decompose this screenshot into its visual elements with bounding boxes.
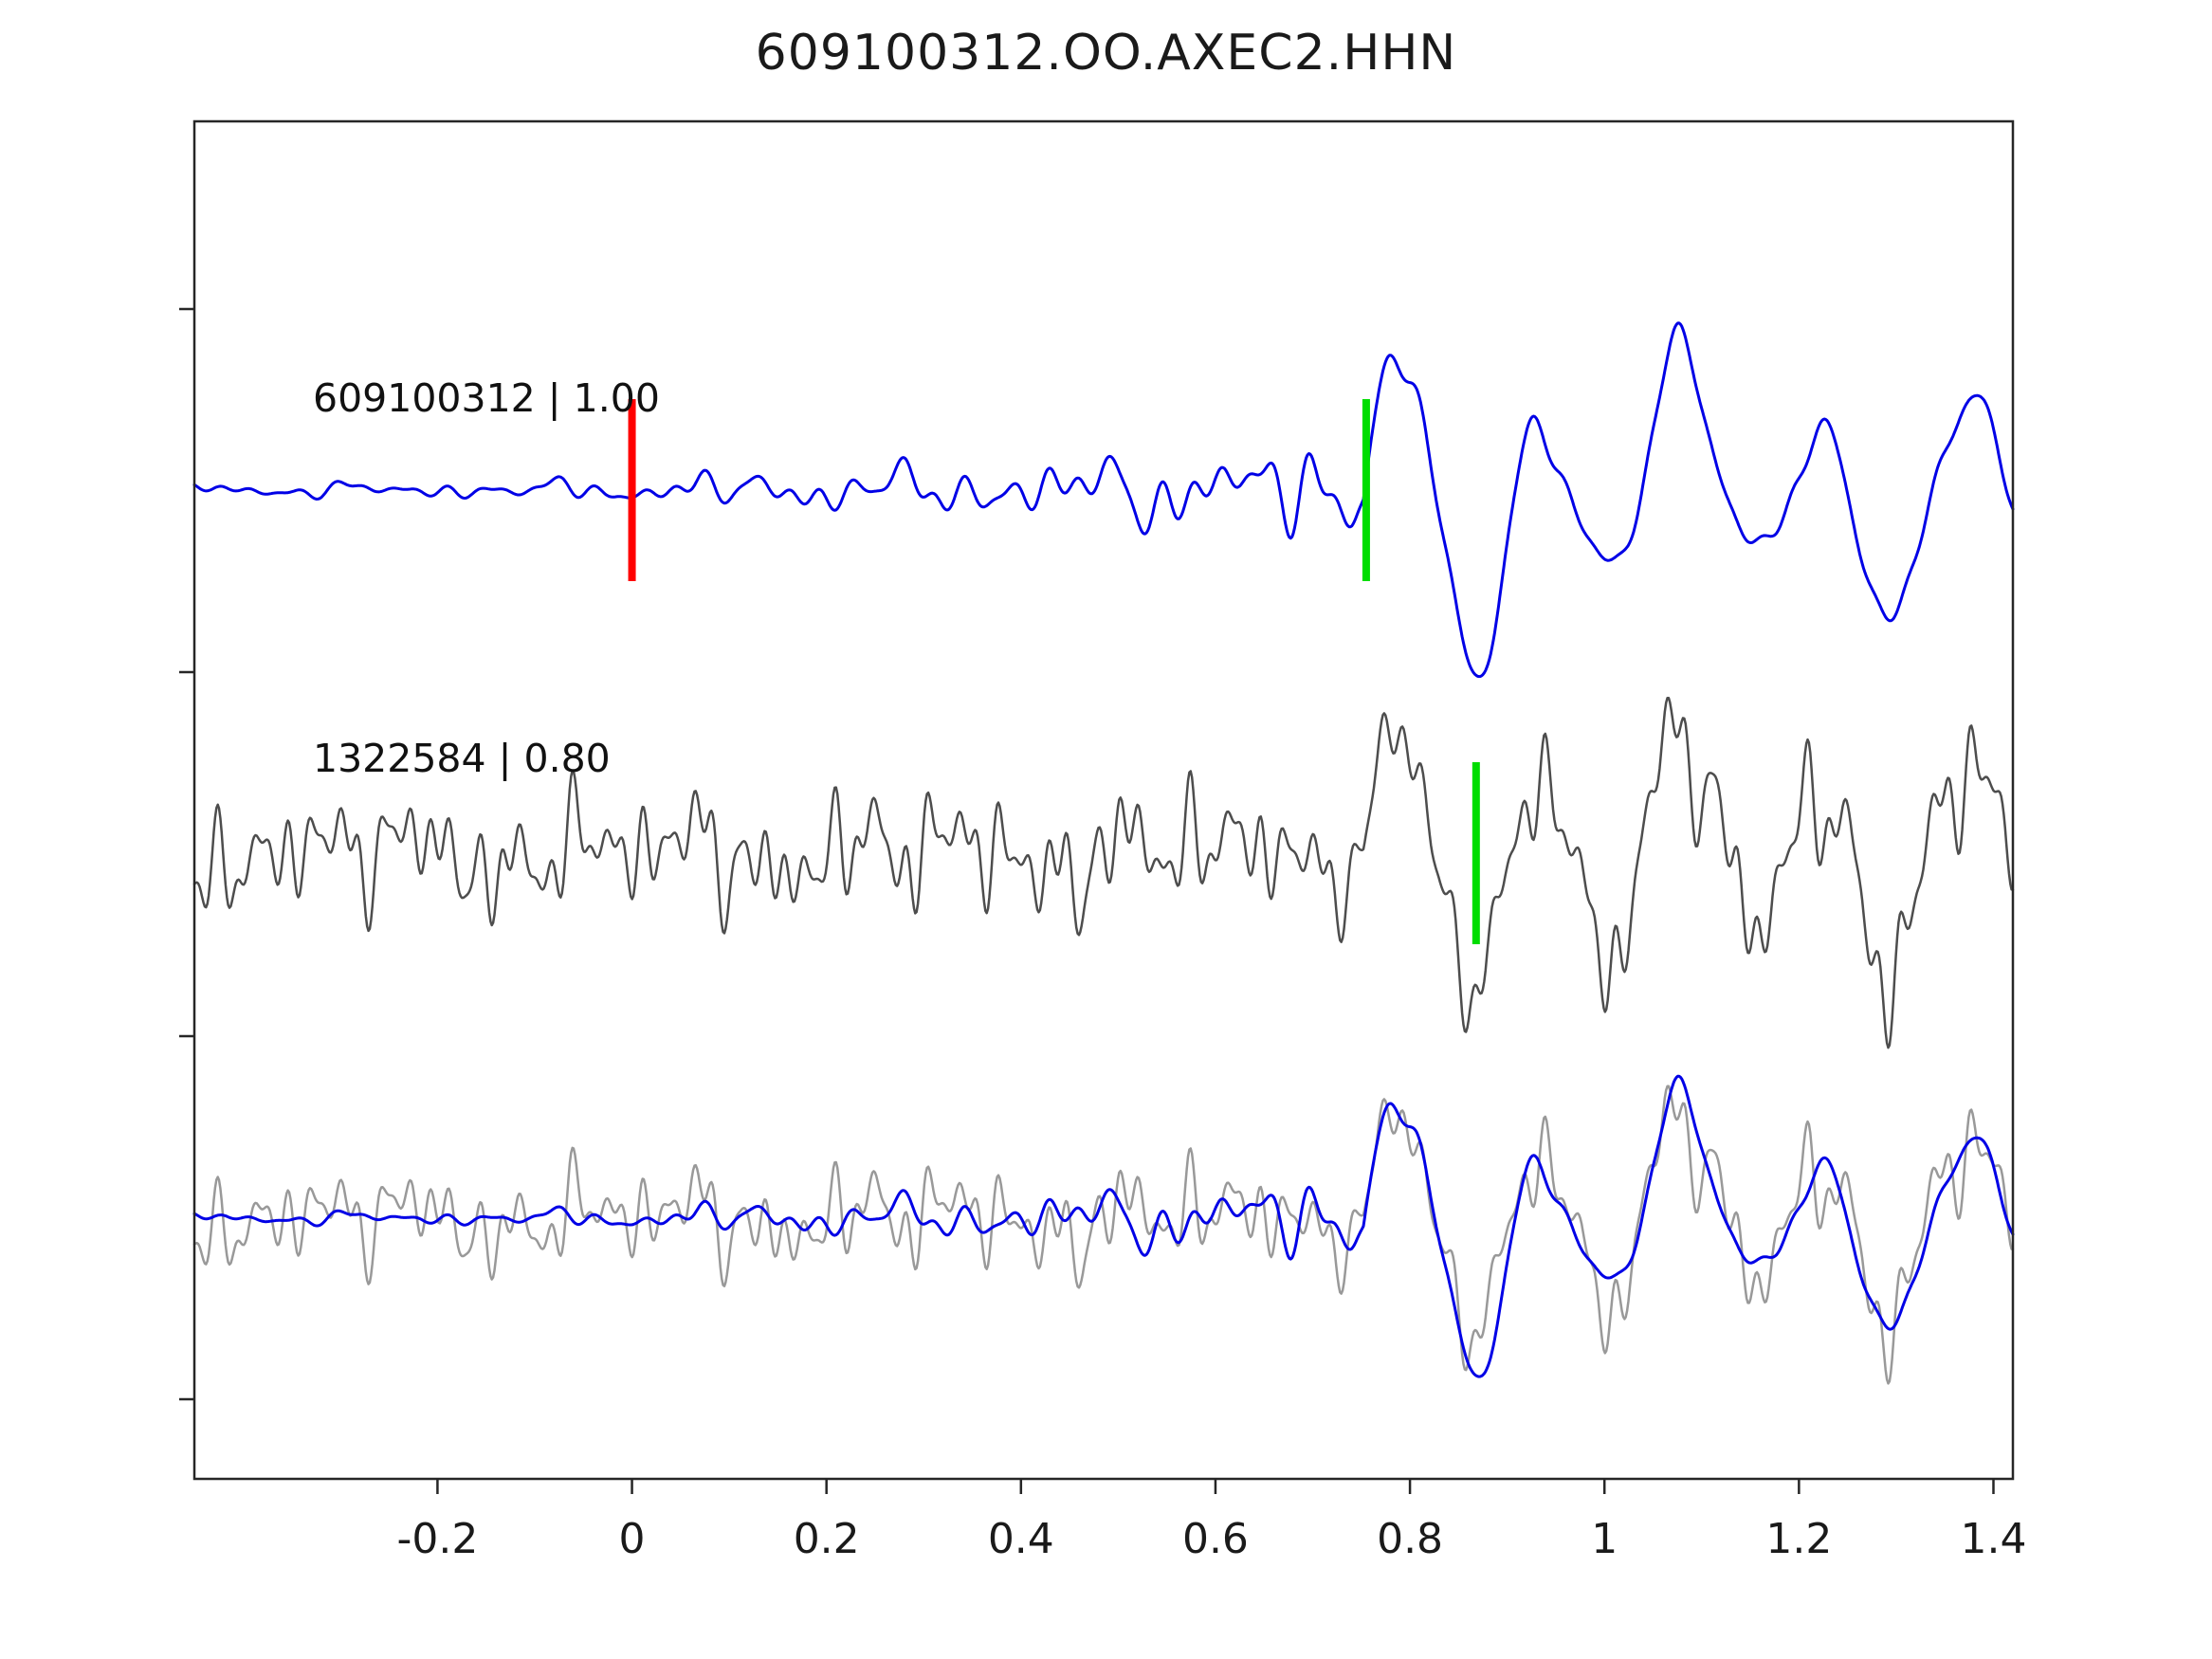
x-tick-label: 0.6 (1182, 1515, 1249, 1563)
waveform-template (192, 321, 2015, 679)
waveform-detection (192, 696, 2015, 1049)
trace-label-detection: 1322584 | 0.80 (313, 736, 611, 781)
x-tick-label: 1.4 (1960, 1515, 2026, 1563)
x-tick-label: -0.2 (396, 1515, 478, 1563)
chart-title: 609100312.OO.AXEC2.HHN (755, 25, 1457, 82)
axis-box (192, 119, 2015, 1481)
x-tick-label: 0.4 (988, 1515, 1054, 1563)
waveform-overlay-detection (192, 1085, 2015, 1385)
x-tick-label: 0.8 (1377, 1515, 1443, 1563)
trace-label-template: 609100312 | 1.00 (313, 375, 660, 421)
x-tick-label: 1.2 (1765, 1515, 1832, 1563)
waveform-overlay-template (192, 1074, 2015, 1378)
x-tick-label: 0 (619, 1515, 646, 1563)
x-tick-label: 1 (1591, 1515, 1618, 1563)
x-tick-label: 0.2 (794, 1515, 860, 1563)
